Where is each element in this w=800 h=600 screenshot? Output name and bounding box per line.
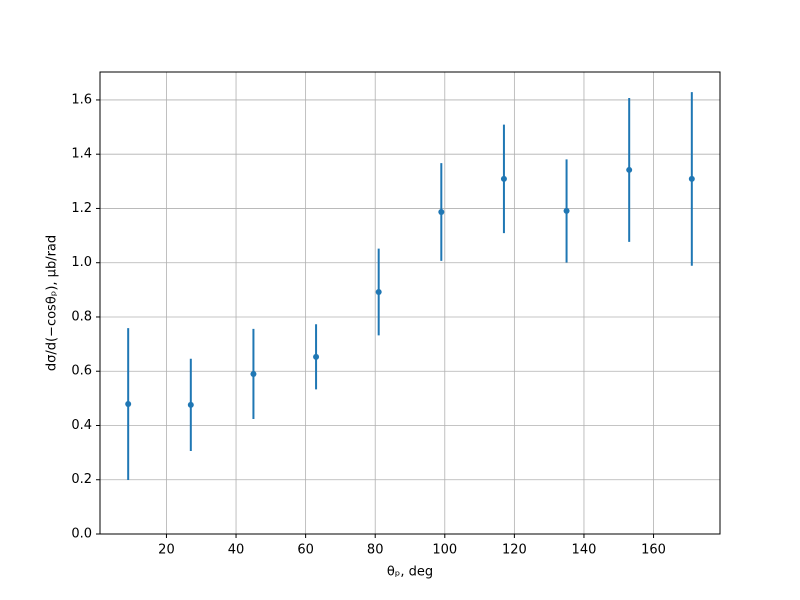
y-axis-label: dσ/d(−cosθₚ), μb/rad (45, 235, 60, 371)
x-tick-label: 60 (297, 543, 314, 558)
y-tick-label: 1.2 (71, 201, 92, 216)
x-tick-label: 80 (367, 543, 384, 558)
data-point (500, 175, 507, 182)
y-tick-label: 0.2 (71, 472, 92, 487)
y-tick-label: 0.8 (71, 309, 92, 324)
data-point (688, 175, 695, 182)
x-tick-label: 120 (502, 543, 527, 558)
y-tick-label: 1.4 (71, 147, 92, 162)
plot-area (125, 92, 695, 481)
x-tick-label: 20 (158, 543, 175, 558)
y-tick-label: 0.0 (71, 527, 92, 542)
y-tick-label: 0.4 (71, 418, 92, 433)
axes-frame (99, 71, 721, 535)
grid (100, 72, 720, 535)
data-point (125, 401, 132, 408)
data-point (187, 401, 194, 408)
data-point (375, 289, 382, 296)
x-tick-label: 100 (432, 543, 457, 558)
x-tick-label: 160 (641, 543, 666, 558)
data-point (250, 370, 257, 377)
data-point (563, 207, 570, 214)
data-point (313, 353, 320, 360)
y-tick-label: 0.6 (71, 364, 92, 379)
x-tick-label: 140 (572, 543, 597, 558)
x-tick-label: 40 (228, 543, 245, 558)
data-point (626, 166, 633, 173)
y-tick-label: 1.0 (71, 255, 92, 270)
data-point (438, 208, 445, 215)
x-axis-label: θₚ, deg (387, 565, 433, 580)
y-tick-label: 1.6 (71, 92, 92, 107)
